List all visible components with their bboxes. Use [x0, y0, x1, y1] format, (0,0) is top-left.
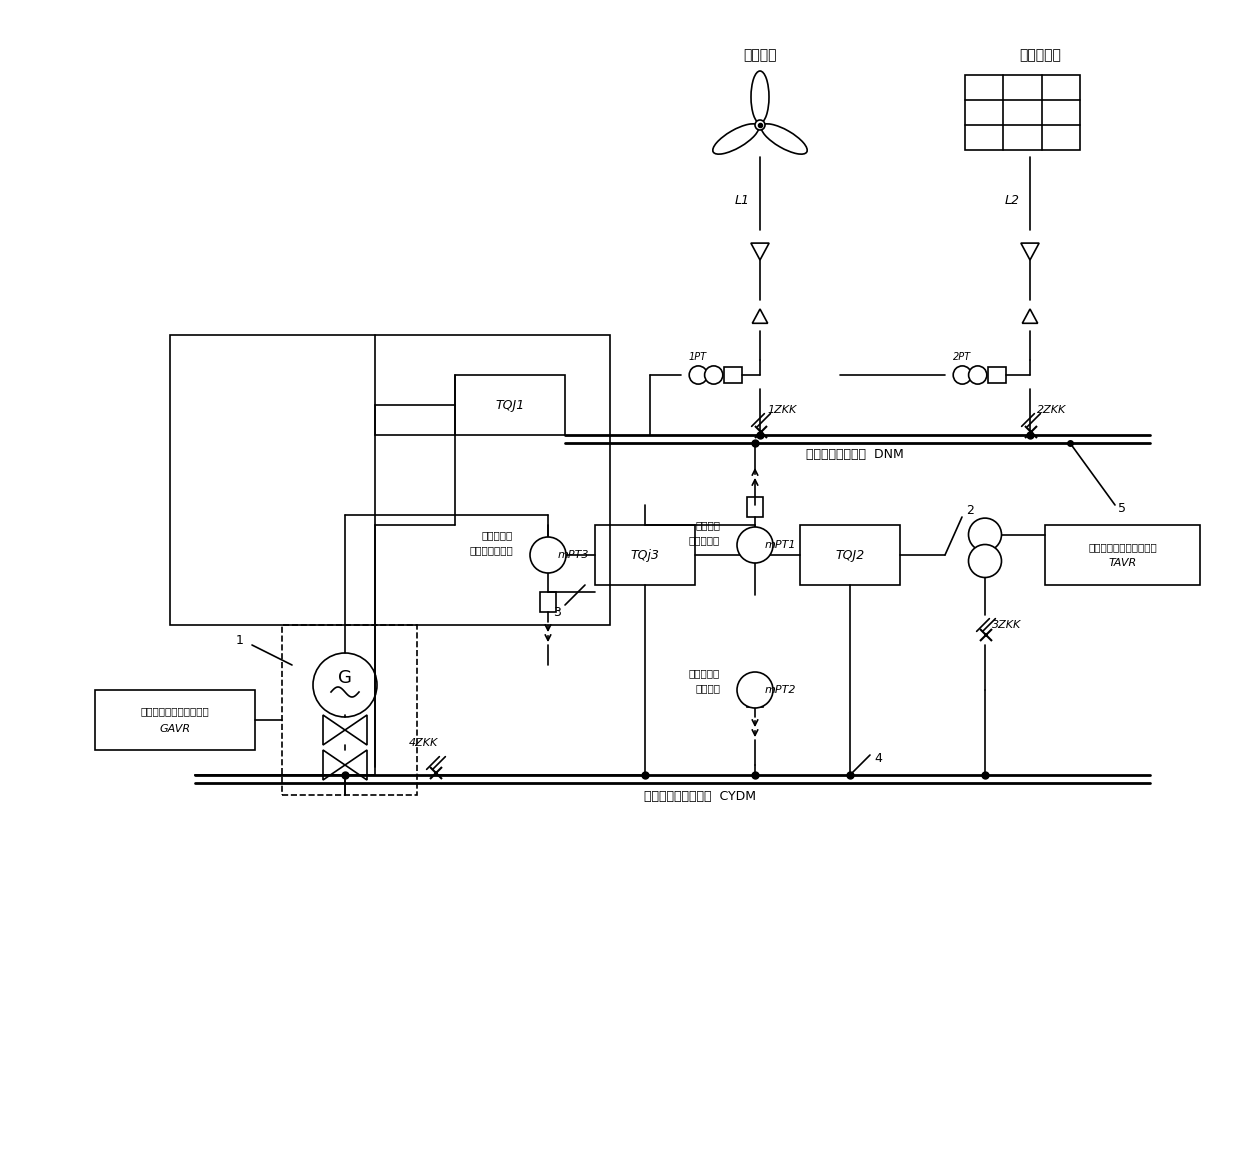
Text: 发电机自动层磁调节装置: 发电机自动层磁调节装置: [140, 706, 210, 716]
Circle shape: [968, 366, 987, 384]
Ellipse shape: [713, 123, 759, 154]
Text: 母线电压: 母线电压: [694, 683, 720, 693]
Bar: [281, 624, 417, 795]
Bar: [746, 687, 763, 707]
Circle shape: [689, 366, 707, 384]
Text: GAVR: GAVR: [160, 723, 191, 734]
Circle shape: [737, 527, 773, 563]
Text: 多能集电电压母线  DNM: 多能集电电压母线 DNM: [806, 449, 904, 461]
Bar: [988, 367, 1006, 383]
Bar: [1045, 525, 1200, 585]
Text: 1ZKK: 1ZKK: [768, 405, 796, 415]
Bar: [965, 75, 1080, 150]
Text: mPT2: mPT2: [764, 685, 796, 696]
Circle shape: [968, 518, 1002, 551]
Bar: [595, 525, 694, 585]
Text: 3: 3: [553, 607, 560, 620]
Text: TAVR: TAVR: [1109, 558, 1137, 569]
Text: TQJ1: TQJ1: [495, 398, 525, 411]
Text: 集控室监控: 集控室监控: [688, 535, 720, 545]
Circle shape: [755, 120, 765, 130]
Circle shape: [312, 654, 377, 716]
Circle shape: [968, 544, 1002, 578]
Text: 2: 2: [966, 503, 973, 516]
Text: 母线电压: 母线电压: [694, 520, 720, 530]
Circle shape: [954, 366, 971, 384]
Text: L2: L2: [1004, 193, 1019, 206]
Text: 火电厂厂用电压母线  CYDM: 火电厂厂用电压母线 CYDM: [644, 791, 756, 804]
Circle shape: [737, 672, 773, 708]
Circle shape: [529, 537, 565, 573]
Ellipse shape: [761, 123, 807, 154]
Text: 太阳能发电: 太阳能发电: [1019, 48, 1061, 62]
Bar: [724, 367, 742, 383]
Text: 集控室监控: 集控室监控: [688, 668, 720, 678]
Text: 4: 4: [874, 753, 882, 765]
Bar: [170, 336, 610, 624]
Text: 2ZKK: 2ZKK: [1038, 405, 1066, 415]
Circle shape: [704, 366, 723, 384]
Text: 3ZKK: 3ZKK: [992, 620, 1022, 630]
Bar: [539, 592, 556, 612]
Text: 1: 1: [236, 634, 244, 647]
Bar: [95, 690, 255, 750]
Text: 发电机机端电压: 发电机机端电压: [469, 545, 513, 555]
Text: mPT3: mPT3: [557, 550, 589, 560]
Text: 4ZKK: 4ZKK: [408, 737, 438, 748]
Text: TQj3: TQj3: [630, 549, 660, 562]
Text: 变压器自动有载调压装置: 变压器自动有载调压装置: [1089, 542, 1157, 552]
Text: 风能发电: 风能发电: [743, 48, 776, 62]
Text: 2PT: 2PT: [952, 352, 971, 362]
Text: mPT1: mPT1: [764, 541, 796, 550]
Bar: [455, 375, 565, 435]
Text: 1PT: 1PT: [689, 352, 707, 362]
Ellipse shape: [751, 71, 769, 123]
Bar: [800, 525, 900, 585]
Text: 集控室监控: 集控室监控: [482, 530, 513, 541]
Text: G: G: [339, 669, 352, 687]
Text: L1: L1: [734, 193, 749, 206]
Bar: [746, 497, 763, 517]
Text: 5: 5: [1118, 502, 1126, 515]
Text: TQJ2: TQJ2: [836, 549, 864, 562]
